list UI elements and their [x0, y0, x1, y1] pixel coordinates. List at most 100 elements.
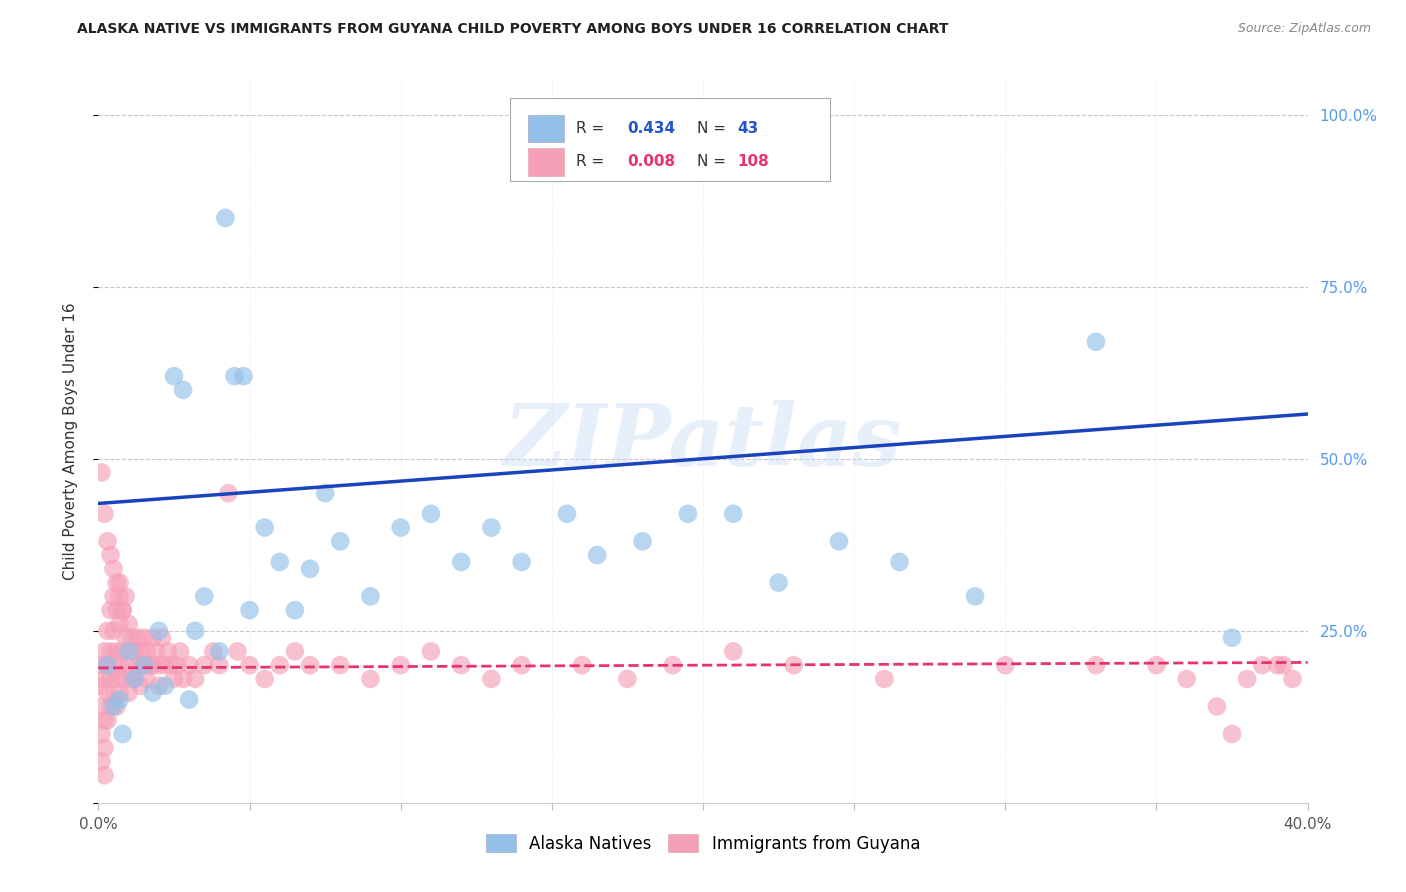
Immigrants from Guyana [153, 658, 176, 673]
Alaska Natives [889, 555, 911, 569]
Immigrants from Guyana [90, 679, 112, 693]
Y-axis label: Child Poverty Among Boys Under 16: Child Poverty Among Boys Under 16 [63, 302, 77, 581]
Alaska Natives [224, 369, 246, 384]
Immigrants from Guyana [208, 658, 231, 673]
Alaska Natives [96, 658, 118, 673]
Immigrants from Guyana [132, 631, 155, 645]
Immigrants from Guyana [1236, 672, 1258, 686]
Immigrants from Guyana [169, 644, 191, 658]
Immigrants from Guyana [129, 644, 152, 658]
Immigrants from Guyana [360, 672, 382, 686]
Alaska Natives [1220, 631, 1243, 645]
Alaska Natives [389, 520, 412, 534]
Alaska Natives [723, 507, 745, 521]
Alaska Natives [163, 369, 186, 384]
Alaska Natives [299, 562, 322, 576]
Alaska Natives [676, 507, 699, 521]
Immigrants from Guyana [1267, 658, 1289, 673]
Alaska Natives [586, 548, 609, 562]
Text: N =: N = [697, 121, 725, 136]
Immigrants from Guyana [100, 603, 122, 617]
Text: R =: R = [576, 121, 609, 136]
Immigrants from Guyana [661, 658, 683, 673]
Immigrants from Guyana [226, 644, 249, 658]
Immigrants from Guyana [105, 672, 128, 686]
Immigrants from Guyana [90, 699, 112, 714]
Immigrants from Guyana [103, 658, 125, 673]
Immigrants from Guyana [510, 658, 533, 673]
Alaska Natives [124, 672, 146, 686]
Immigrants from Guyana [481, 672, 503, 686]
Immigrants from Guyana [172, 672, 194, 686]
Immigrants from Guyana [108, 658, 131, 673]
Immigrants from Guyana [150, 631, 173, 645]
Alaska Natives [214, 211, 236, 225]
Immigrants from Guyana [118, 686, 141, 700]
Immigrants from Guyana [121, 672, 143, 686]
Immigrants from Guyana [90, 658, 112, 673]
Immigrants from Guyana [96, 713, 118, 727]
Immigrants from Guyana [571, 658, 593, 673]
Immigrants from Guyana [105, 603, 128, 617]
FancyBboxPatch shape [527, 148, 564, 176]
Immigrants from Guyana [114, 631, 136, 645]
Immigrants from Guyana [90, 755, 112, 769]
Immigrants from Guyana [148, 658, 170, 673]
Alaska Natives [420, 507, 443, 521]
Alaska Natives [108, 692, 131, 706]
Immigrants from Guyana [994, 658, 1017, 673]
Alaska Natives [284, 603, 307, 617]
Alaska Natives [179, 692, 201, 706]
Immigrants from Guyana [105, 699, 128, 714]
Immigrants from Guyana [93, 768, 115, 782]
Alaska Natives [208, 644, 231, 658]
Immigrants from Guyana [329, 658, 352, 673]
Alaska Natives [481, 520, 503, 534]
Immigrants from Guyana [100, 644, 122, 658]
Immigrants from Guyana [284, 644, 307, 658]
Immigrants from Guyana [184, 672, 207, 686]
Immigrants from Guyana [118, 616, 141, 631]
Alaska Natives [329, 534, 352, 549]
Immigrants from Guyana [90, 466, 112, 480]
FancyBboxPatch shape [509, 98, 830, 181]
Immigrants from Guyana [93, 507, 115, 521]
Immigrants from Guyana [783, 658, 806, 673]
Immigrants from Guyana [108, 590, 131, 604]
Alaska Natives [239, 603, 262, 617]
Immigrants from Guyana [124, 644, 146, 658]
Immigrants from Guyana [135, 672, 157, 686]
Immigrants from Guyana [121, 631, 143, 645]
Immigrants from Guyana [1206, 699, 1229, 714]
Alaska Natives [314, 486, 336, 500]
Immigrants from Guyana [239, 658, 262, 673]
Immigrants from Guyana [135, 644, 157, 658]
Immigrants from Guyana [118, 658, 141, 673]
Immigrants from Guyana [156, 644, 179, 658]
Immigrants from Guyana [420, 644, 443, 658]
Immigrants from Guyana [193, 658, 215, 673]
Alaska Natives [965, 590, 987, 604]
Immigrants from Guyana [108, 616, 131, 631]
Alaska Natives [450, 555, 472, 569]
Alaska Natives [768, 575, 790, 590]
Immigrants from Guyana [108, 686, 131, 700]
Alaska Natives [269, 555, 291, 569]
Alaska Natives [193, 590, 215, 604]
Text: Source: ZipAtlas.com: Source: ZipAtlas.com [1237, 22, 1371, 36]
Immigrants from Guyana [1175, 672, 1198, 686]
Alaska Natives [253, 520, 276, 534]
Text: R =: R = [576, 154, 609, 169]
Text: 43: 43 [737, 121, 758, 136]
Immigrants from Guyana [105, 644, 128, 658]
Immigrants from Guyana [269, 658, 291, 673]
Immigrants from Guyana [93, 644, 115, 658]
Alaska Natives [631, 534, 654, 549]
Immigrants from Guyana [1251, 658, 1274, 673]
Alaska Natives [172, 383, 194, 397]
Immigrants from Guyana [142, 631, 165, 645]
Immigrants from Guyana [163, 672, 186, 686]
Text: ALASKA NATIVE VS IMMIGRANTS FROM GUYANA CHILD POVERTY AMONG BOYS UNDER 16 CORREL: ALASKA NATIVE VS IMMIGRANTS FROM GUYANA … [77, 22, 949, 37]
Immigrants from Guyana [217, 486, 239, 500]
Text: 0.434: 0.434 [627, 121, 675, 136]
